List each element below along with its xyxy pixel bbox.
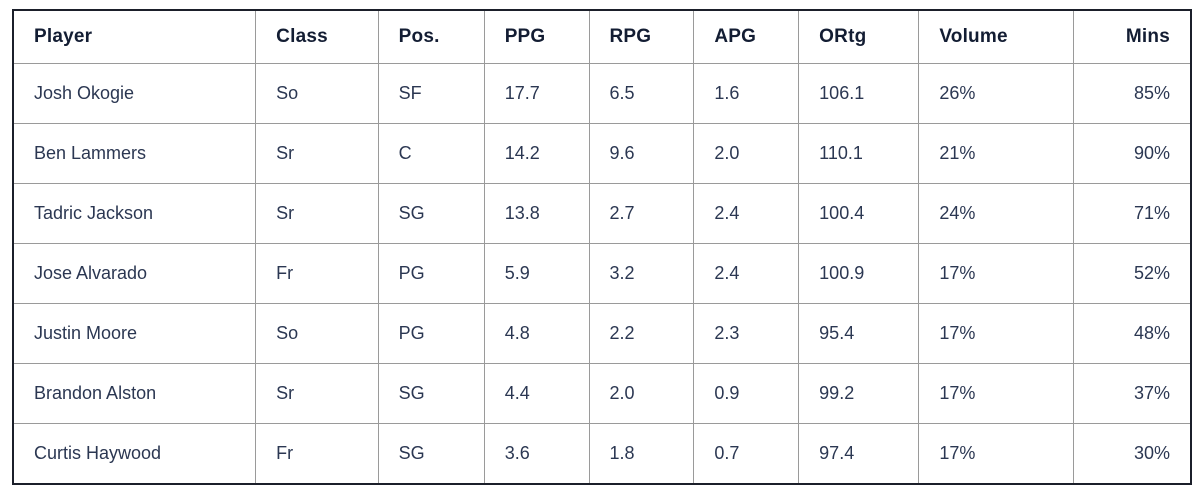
- column-header-apg: APG: [693, 9, 800, 64]
- cell-ortg: 97.4: [798, 423, 920, 485]
- cell-ortg: 106.1: [798, 63, 920, 124]
- column-header-ortg: ORtg: [798, 9, 920, 64]
- cell-rpg: 6.5: [588, 63, 695, 124]
- cell-player: Brandon Alston: [12, 363, 257, 424]
- cell-ppg: 13.8: [483, 183, 590, 244]
- cell-apg: 2.4: [693, 243, 800, 304]
- cell-rpg: 1.8: [588, 423, 695, 485]
- cell-pos: SG: [377, 423, 485, 485]
- cell-volume: 17%: [918, 423, 1074, 485]
- cell-player: Justin Moore: [12, 303, 257, 364]
- cell-pos: SG: [377, 363, 485, 424]
- column-header-ppg: PPG: [483, 9, 590, 64]
- cell-pos: C: [377, 123, 485, 184]
- cell-ppg: 17.7: [483, 63, 590, 124]
- cell-volume: 17%: [918, 243, 1074, 304]
- column-header-volume: Volume: [918, 9, 1074, 64]
- cell-class: So: [255, 303, 379, 364]
- cell-ppg: 14.2: [483, 123, 590, 184]
- cell-volume: 17%: [918, 363, 1074, 424]
- cell-class: Sr: [255, 183, 379, 244]
- cell-mins: 48%: [1072, 303, 1192, 364]
- table-row: Justin Moore So PG 4.8 2.2 2.3 95.4 17% 48%: [12, 303, 1192, 364]
- table-row: Ben Lammers Sr C 14.2 9.6 2.0 110.1 21% 90%: [12, 123, 1192, 184]
- cell-class: So: [255, 63, 379, 124]
- cell-apg: 0.7: [693, 423, 800, 485]
- cell-ppg: 4.4: [483, 363, 590, 424]
- cell-apg: 1.6: [693, 63, 800, 124]
- cell-mins: 30%: [1072, 423, 1192, 485]
- cell-mins: 52%: [1072, 243, 1192, 304]
- cell-class: Sr: [255, 363, 379, 424]
- cell-pos: PG: [377, 243, 485, 304]
- cell-rpg: 9.6: [588, 123, 695, 184]
- cell-apg: 0.9: [693, 363, 800, 424]
- column-header-mins: Mins: [1072, 9, 1192, 64]
- cell-rpg: 2.0: [588, 363, 695, 424]
- cell-volume: 26%: [918, 63, 1074, 124]
- cell-ortg: 110.1: [798, 123, 920, 184]
- cell-ortg: 99.2: [798, 363, 920, 424]
- cell-rpg: 2.2: [588, 303, 695, 364]
- column-header-player: Player: [12, 9, 257, 64]
- cell-mins: 90%: [1072, 123, 1192, 184]
- cell-ppg: 4.8: [483, 303, 590, 364]
- cell-ortg: 100.4: [798, 183, 920, 244]
- cell-ortg: 100.9: [798, 243, 920, 304]
- column-header-pos: Pos.: [377, 9, 485, 64]
- cell-pos: SG: [377, 183, 485, 244]
- cell-player: Jose Alvarado: [12, 243, 257, 304]
- table-row: Curtis Haywood Fr SG 3.6 1.8 0.7 97.4 17% 30%: [12, 423, 1192, 485]
- cell-apg: 2.4: [693, 183, 800, 244]
- table-body: Josh Okogie So SF 17.7 6.5 1.6 106.1 26% 85% Ben …: [12, 63, 1192, 485]
- cell-volume: 24%: [918, 183, 1074, 244]
- cell-ppg: 5.9: [483, 243, 590, 304]
- cell-class: Fr: [255, 423, 379, 485]
- cell-mins: 85%: [1072, 63, 1192, 124]
- cell-player: Ben Lammers: [12, 123, 257, 184]
- column-header-rpg: RPG: [588, 9, 695, 64]
- cell-ppg: 3.6: [483, 423, 590, 485]
- cell-apg: 2.3: [693, 303, 800, 364]
- cell-volume: 21%: [918, 123, 1074, 184]
- cell-rpg: 3.2: [588, 243, 695, 304]
- cell-player: Josh Okogie: [12, 63, 257, 124]
- table-row: Brandon Alston Sr SG 4.4 2.0 0.9 99.2 17% 37%: [12, 363, 1192, 424]
- cell-class: Fr: [255, 243, 379, 304]
- column-header-class: Class: [255, 9, 379, 64]
- table-header: Player Class Pos. PPG RPG APG ORtg Volume Mins: [12, 9, 1192, 64]
- cell-mins: 71%: [1072, 183, 1192, 244]
- cell-pos: PG: [377, 303, 485, 364]
- table-row: Tadric Jackson Sr SG 13.8 2.7 2.4 100.4 24% 71%: [12, 183, 1192, 244]
- table-row: Josh Okogie So SF 17.7 6.5 1.6 106.1 26% 85%: [12, 63, 1192, 124]
- cell-volume: 17%: [918, 303, 1074, 364]
- cell-ortg: 95.4: [798, 303, 920, 364]
- header-row: Player Class Pos. PPG RPG APG ORtg Volume Mins: [12, 9, 1192, 64]
- cell-class: Sr: [255, 123, 379, 184]
- cell-mins: 37%: [1072, 363, 1192, 424]
- player-stats-table: Player Class Pos. PPG RPG APG ORtg Volume Mins J…: [12, 9, 1192, 485]
- cell-pos: SF: [377, 63, 485, 124]
- cell-player: Curtis Haywood: [12, 423, 257, 485]
- table-row: Jose Alvarado Fr PG 5.9 3.2 2.4 100.9 17% 52%: [12, 243, 1192, 304]
- cell-apg: 2.0: [693, 123, 800, 184]
- cell-player: Tadric Jackson: [12, 183, 257, 244]
- cell-rpg: 2.7: [588, 183, 695, 244]
